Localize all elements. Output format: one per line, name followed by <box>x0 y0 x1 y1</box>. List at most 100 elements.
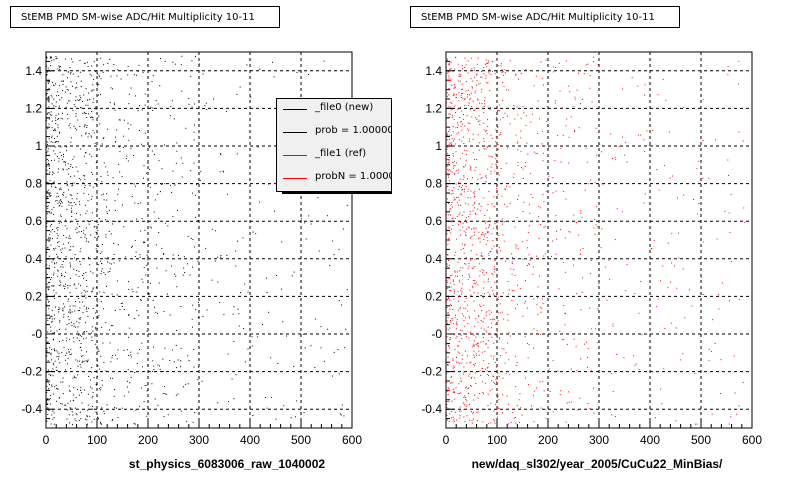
scatter-point <box>542 160 544 162</box>
scatter-point <box>452 308 454 310</box>
scatter-point <box>101 251 103 253</box>
scatter-point <box>465 257 467 259</box>
scatter-point <box>86 416 88 418</box>
scatter-point <box>460 158 462 160</box>
scatter-point <box>546 120 548 122</box>
scatter-point <box>220 154 222 156</box>
scatter-point <box>77 119 79 121</box>
scatter-point <box>639 134 641 136</box>
scatter-point <box>201 380 203 382</box>
scatter-point <box>87 99 89 101</box>
scatter-point <box>79 261 81 263</box>
scatter-point <box>152 360 154 362</box>
scatter-point <box>98 236 100 238</box>
scatter-point <box>555 66 557 68</box>
scatter-point <box>453 140 455 142</box>
scatter-point <box>217 256 219 258</box>
scatter-point <box>643 202 645 204</box>
scatter-point <box>568 85 570 87</box>
scatter-point <box>116 129 118 131</box>
scatter-point <box>471 86 473 88</box>
scatter-point <box>46 350 48 352</box>
scatter-point <box>46 273 48 275</box>
scatter-point <box>698 202 700 204</box>
scatter-point <box>91 116 93 118</box>
scatter-point <box>159 365 161 367</box>
scatter-point <box>200 171 202 173</box>
scatter-point <box>450 228 452 230</box>
scatter-point <box>192 326 194 328</box>
scatter-point <box>92 287 94 289</box>
scatter-point <box>463 373 465 375</box>
scatter-point <box>60 221 62 223</box>
scatter-point <box>456 122 458 124</box>
scatter-point <box>483 140 485 142</box>
scatter-point <box>99 123 101 125</box>
x-tick-label: 500 <box>291 433 311 447</box>
scatter-point <box>48 388 50 390</box>
x-tick-label: 100 <box>487 433 507 447</box>
scatter-point <box>609 278 611 280</box>
scatter-point <box>153 154 155 156</box>
scatter-point <box>525 300 527 302</box>
scatter-point <box>456 419 458 421</box>
scatter-point <box>457 361 459 363</box>
scatter-point <box>488 278 490 280</box>
scatter-point <box>235 374 237 376</box>
scatter-point <box>447 95 449 97</box>
scatter-point <box>577 409 579 411</box>
scatter-point <box>67 173 69 175</box>
scatter-point <box>460 380 462 382</box>
scatter-point <box>48 193 50 195</box>
scatter-point <box>50 195 52 197</box>
scatter-point <box>75 413 77 415</box>
scatter-point <box>736 413 738 415</box>
scatter-point <box>476 411 478 413</box>
scatter-point <box>62 194 64 196</box>
scatter-point <box>481 91 483 93</box>
scatter-point <box>449 413 451 415</box>
scatter-point <box>449 308 451 310</box>
scatter-point <box>515 422 517 424</box>
scatter-point <box>528 225 530 227</box>
scatter-point <box>583 73 585 75</box>
scatter-point <box>46 385 48 387</box>
scatter-point <box>66 337 68 339</box>
scatter-point <box>584 343 586 345</box>
scatter-point <box>48 382 50 384</box>
scatter-point <box>559 390 561 392</box>
scatter-point <box>179 366 181 368</box>
scatter-point <box>454 165 456 167</box>
scatter-point <box>107 62 109 64</box>
scatter-point <box>94 312 96 314</box>
scatter-point <box>73 337 75 339</box>
scatter-point <box>446 288 448 290</box>
scatter-point <box>101 423 103 425</box>
scatter-point <box>94 335 96 337</box>
scatter-point <box>215 230 217 232</box>
scatter-point <box>480 255 482 257</box>
scatter-point <box>462 97 464 99</box>
scatter-point <box>67 316 69 318</box>
scatter-point <box>53 371 55 373</box>
scatter-point <box>57 171 59 173</box>
scatter-point <box>451 171 453 173</box>
scatter-point <box>453 366 455 368</box>
scatter-point <box>82 112 84 114</box>
scatter-point <box>503 348 505 350</box>
scatter-point <box>50 353 52 355</box>
scatter-point <box>483 238 485 240</box>
scatter-point <box>222 170 224 172</box>
scatter-point <box>50 231 52 233</box>
scatter-point <box>78 334 80 336</box>
scatter-point <box>485 227 487 229</box>
scatter-point <box>454 86 456 88</box>
scatter-point <box>71 210 73 212</box>
scatter-point <box>266 277 268 279</box>
scatter-point <box>69 67 71 69</box>
scatter-point <box>661 403 663 405</box>
scatter-point <box>95 231 97 233</box>
scatter-point <box>475 166 477 168</box>
scatter-point <box>71 411 73 413</box>
scatter-point <box>83 155 85 157</box>
